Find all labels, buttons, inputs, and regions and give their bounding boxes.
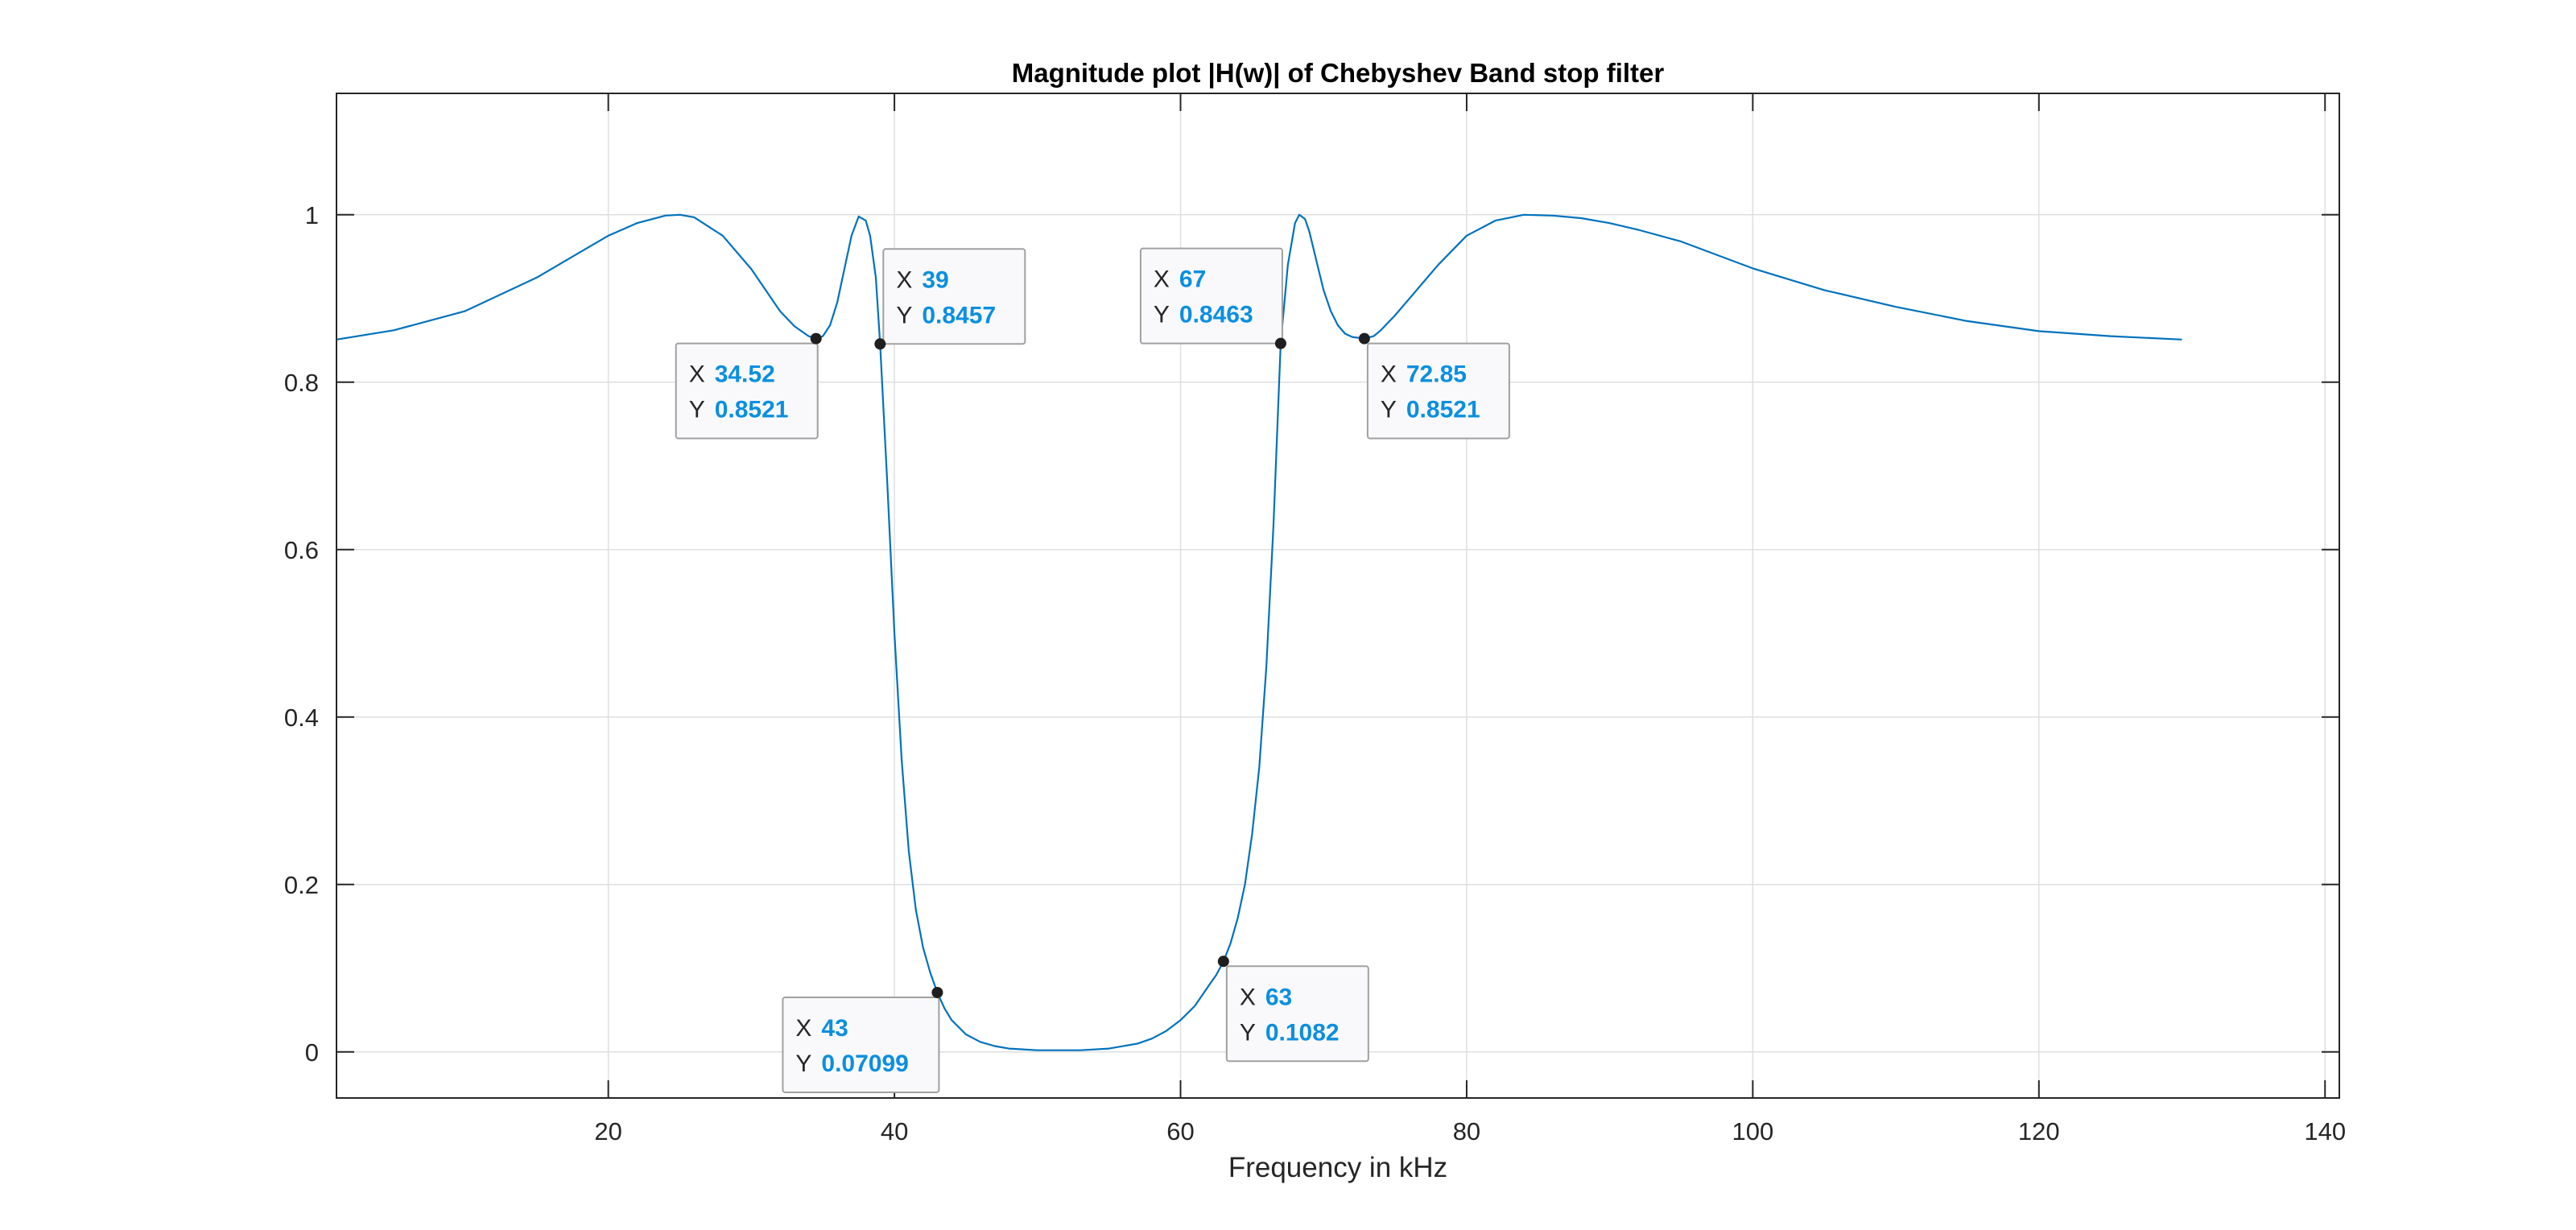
y-tick-label: 0.2 <box>284 871 319 899</box>
datatip-marker <box>810 332 822 345</box>
axis-ticks: 20 40 60 80 100 120 140 0 0.2 0.4 0.6 0.8 1 <box>284 93 2346 1145</box>
datatip-marker <box>1358 332 1370 345</box>
datatip-x-value: 34.52 <box>715 361 775 388</box>
datatip-y-label: Y <box>795 1050 811 1077</box>
datatip-x-label: X <box>795 1015 811 1042</box>
datatip-x-value: 43 <box>821 1015 848 1042</box>
datatips-group: X 34.52 Y 0.8521 X 39 Y 0.8457 X 67 Y 0.8463 X 72.85 Y… <box>675 247 1510 1093</box>
y-tick-label: 0.8 <box>284 369 319 397</box>
datatip-box <box>1366 342 1510 440</box>
datatip: X 43 Y 0.07099 <box>782 986 943 1093</box>
datatip-box <box>675 342 819 440</box>
x-tick-label: 140 <box>2304 1117 2346 1145</box>
y-tick-label: 0.4 <box>284 704 319 732</box>
datatip-x-label: X <box>689 361 705 388</box>
x-tick-label: 40 <box>881 1117 908 1145</box>
datatip-box <box>1225 965 1369 1063</box>
x-tick-label: 120 <box>2018 1117 2060 1145</box>
x-tick-label: 60 <box>1166 1117 1194 1145</box>
datatip-y-value: 0.8457 <box>922 302 996 328</box>
datatip-y-value: 0.8463 <box>1179 302 1253 328</box>
y-tick-label: 1 <box>305 201 319 229</box>
datatip: X 67 Y 0.8463 <box>1139 247 1286 349</box>
datatip-x-label: X <box>1154 266 1170 293</box>
x-tick-label: 100 <box>1732 1117 1774 1145</box>
datatip-x-label: X <box>896 266 912 293</box>
datatip: X 39 Y 0.8457 <box>874 248 1026 350</box>
datatip-x-label: X <box>1240 984 1256 1010</box>
datatip-marker <box>931 986 943 998</box>
x-tick-label: 80 <box>1453 1117 1480 1145</box>
datatip-x-value: 67 <box>1179 266 1206 293</box>
datatip-marker <box>1274 337 1286 349</box>
datatip-x-value: 39 <box>922 266 948 293</box>
datatip-y-value: 0.07099 <box>821 1050 908 1077</box>
datatip-y-value: 0.1082 <box>1265 1019 1340 1046</box>
datatip-marker <box>874 338 886 350</box>
x-axis-label: Frequency in kHz <box>1228 1152 1447 1183</box>
chart-title: Magnitude plot |H(w)| of Chebyshev Band … <box>1012 58 1665 88</box>
datatip-y-label: Y <box>1240 1019 1256 1046</box>
x-tick-label: 20 <box>594 1117 621 1145</box>
datatip-y-label: Y <box>689 397 705 423</box>
datatip: X 63 Y 0.1082 <box>1217 956 1369 1063</box>
datatip-y-label: Y <box>1381 397 1397 423</box>
datatip-y-value: 0.8521 <box>1406 397 1480 423</box>
datatip-box <box>782 996 940 1093</box>
datatip-y-label: Y <box>896 302 912 328</box>
datatip-y-value: 0.8521 <box>715 397 789 423</box>
datatip-x-value: 63 <box>1265 984 1292 1010</box>
datatip-box <box>1139 247 1283 345</box>
datatip-marker <box>1217 956 1229 968</box>
y-tick-label: 0 <box>305 1038 319 1067</box>
datatip-y-label: Y <box>1154 302 1170 328</box>
y-tick-label: 0.6 <box>284 536 319 564</box>
datatip: X 34.52 Y 0.8521 <box>675 332 822 440</box>
datatip-box <box>882 248 1026 345</box>
plot-area[interactable] <box>336 93 2339 1098</box>
datatip-x-value: 72.85 <box>1406 361 1467 388</box>
axes-box <box>336 93 2340 1099</box>
datatip-x-label: X <box>1381 361 1397 388</box>
datatip: X 72.85 Y 0.8521 <box>1358 332 1510 440</box>
